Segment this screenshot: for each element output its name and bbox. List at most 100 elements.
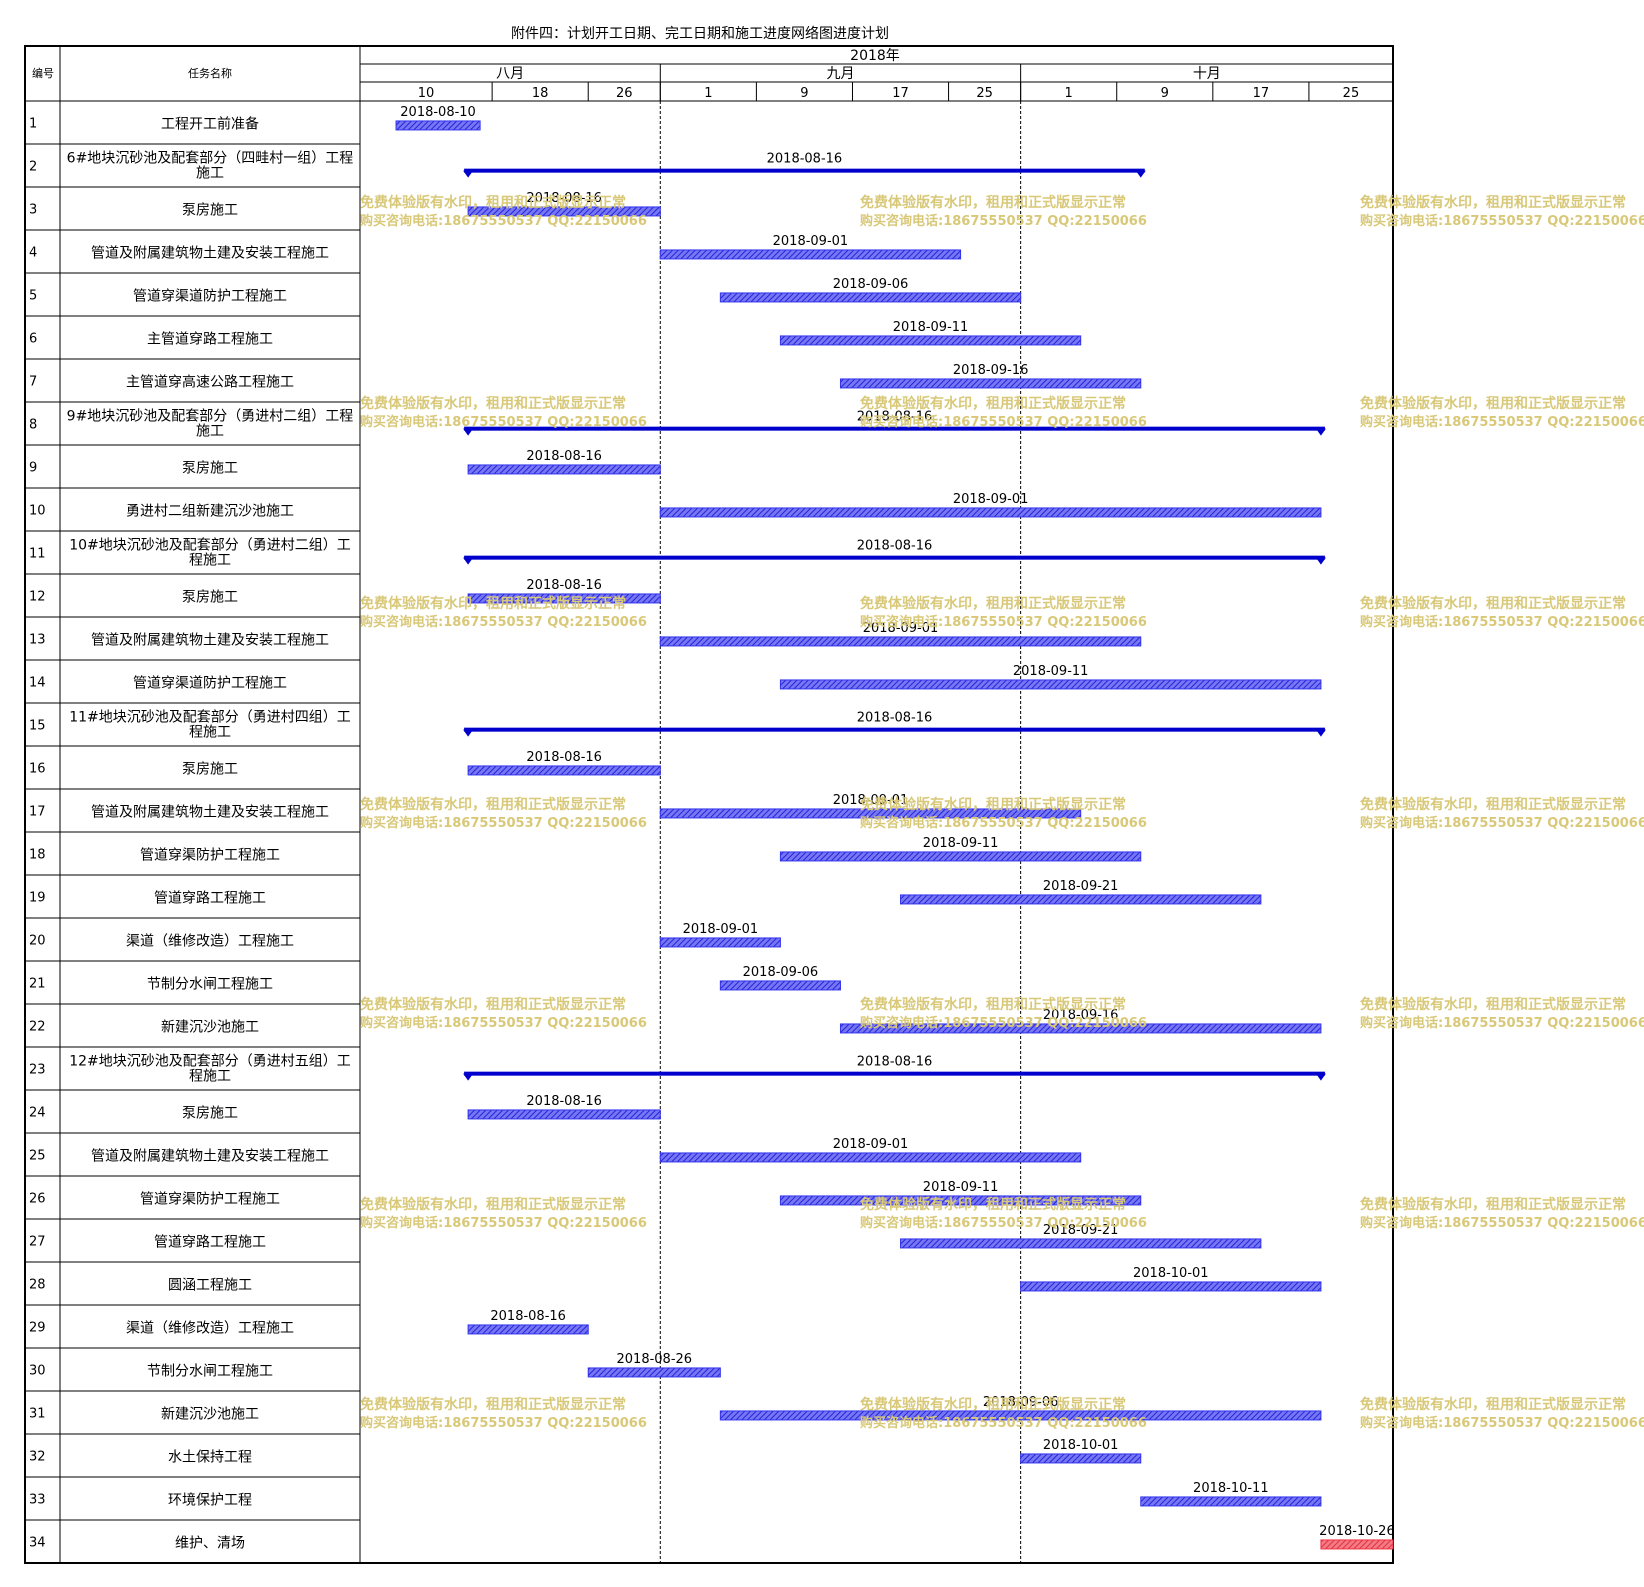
watermark-line: 购买咨询电话:18675550537 QQ:22150066 bbox=[1360, 1415, 1644, 1431]
task-name: 管道穿渠防护工程施工 bbox=[140, 1192, 280, 1208]
task-bar bbox=[467, 1324, 589, 1335]
task-name: 管道及附属建筑物土建及安装工程施工 bbox=[91, 1149, 329, 1165]
table-border bbox=[24, 45, 1394, 1564]
task-name: 管道穿渠道防护工程施工 bbox=[133, 676, 287, 692]
task-id: 11 bbox=[29, 547, 46, 562]
summary-bar-cap bbox=[1135, 170, 1146, 178]
watermark-line: 购买咨询电话:18675550537 QQ:22150066 bbox=[860, 1215, 1147, 1231]
task-id: 3 bbox=[29, 203, 37, 218]
watermark-line: 购买咨询电话:18675550537 QQ:22150066 bbox=[360, 1415, 647, 1431]
watermark-line: 购买咨询电话:18675550537 QQ:22150066 bbox=[860, 1415, 1147, 1431]
day-tick-label: 1 bbox=[1065, 86, 1073, 101]
task-id: 2 bbox=[29, 160, 37, 175]
task-name: 管道及附属建筑物土建及安装工程施工 bbox=[91, 633, 329, 649]
day-tick-label: 17 bbox=[1253, 86, 1270, 101]
task-bar bbox=[659, 249, 962, 260]
task-id: 18 bbox=[29, 848, 46, 863]
summary-bar-cap bbox=[463, 428, 474, 436]
task-name: 勇进村二组新建沉沙池施工 bbox=[126, 504, 294, 520]
bar-start-label: 2018-09-21 bbox=[1043, 1223, 1119, 1238]
bar-start-label: 2018-09-01 bbox=[953, 492, 1029, 507]
task-name: 维护、清场 bbox=[175, 1536, 245, 1552]
bar-start-label: 2018-08-16 bbox=[857, 410, 933, 425]
watermark-line: 购买咨询电话:18675550537 QQ:22150066 bbox=[360, 414, 647, 430]
bar-start-label: 2018-09-11 bbox=[893, 320, 969, 335]
task-name: 节制分水闸工程施工 bbox=[147, 977, 273, 993]
column-header-name: 任务名称 bbox=[188, 66, 232, 80]
watermark-line: 购买咨询电话:18675550537 QQ:22150066 bbox=[1360, 1215, 1644, 1231]
bar-start-label: 2018-09-06 bbox=[833, 277, 909, 292]
summary-bar bbox=[464, 426, 1325, 431]
task-id: 15 bbox=[29, 719, 46, 734]
bar-start-label: 2018-08-16 bbox=[526, 1094, 602, 1109]
task-bar bbox=[779, 1195, 1142, 1206]
bar-start-label: 2018-08-10 bbox=[400, 105, 476, 120]
task-bar bbox=[900, 894, 1262, 905]
watermark-line: 购买咨询电话:18675550537 QQ:22150066 bbox=[860, 815, 1147, 831]
task-bar bbox=[659, 636, 1142, 647]
task-name: 施工 bbox=[196, 424, 224, 440]
bar-start-label: 2018-09-11 bbox=[923, 1180, 999, 1195]
bar-start-label: 2018-09-21 bbox=[1043, 879, 1119, 894]
task-bar bbox=[395, 120, 481, 131]
task-bar bbox=[1020, 1453, 1142, 1464]
task-name: 泵房施工 bbox=[182, 762, 238, 778]
task-id: 19 bbox=[29, 891, 46, 906]
watermark-line: 免费体验版有水印，租用和正式版显示正常 bbox=[360, 194, 626, 211]
bar-start-label: 2018-08-16 bbox=[526, 449, 602, 464]
task-bar bbox=[839, 378, 1142, 389]
watermark-line: 购买咨询电话:18675550537 QQ:22150066 bbox=[1360, 213, 1644, 229]
task-name: 新建沉沙池施工 bbox=[161, 1407, 259, 1423]
day-tick-row: 10 18 26 1 9 17 25 1 9 17 25 bbox=[418, 86, 1359, 101]
task-id: 34 bbox=[29, 1536, 46, 1551]
bar-start-label: 2018-09-16 bbox=[953, 363, 1029, 378]
month-label: 十月 bbox=[1193, 66, 1221, 82]
watermark-line: 免费体验版有水印，租用和正式版显示正常 bbox=[1360, 395, 1626, 412]
watermark-line: 免费体验版有水印，租用和正式版显示正常 bbox=[860, 996, 1126, 1013]
task-bar bbox=[839, 1023, 1322, 1034]
day-tick-label: 10 bbox=[418, 86, 435, 101]
watermark-line: 免费体验版有水印，租用和正式版显示正常 bbox=[360, 996, 626, 1013]
task-id: 22 bbox=[29, 1020, 46, 1035]
table-grid bbox=[24, 45, 1394, 1564]
task-id: 31 bbox=[29, 1407, 46, 1422]
task-name: 程施工 bbox=[189, 725, 231, 741]
task-name: 水土保持工程 bbox=[168, 1450, 252, 1466]
task-id: 10 bbox=[29, 504, 46, 519]
task-name: 程施工 bbox=[189, 1069, 231, 1085]
page-title: 附件四：计划开工日期、完工日期和施工进度网络图进度计划 bbox=[511, 26, 889, 42]
bar-start-label: 2018-08-16 bbox=[857, 539, 933, 554]
task-bar bbox=[1320, 1539, 1394, 1550]
task-bar bbox=[659, 937, 781, 948]
bar-start-label: 2018-09-01 bbox=[773, 234, 849, 249]
watermark-line: 免费体验版有水印，租用和正式版显示正常 bbox=[860, 194, 1126, 211]
watermark-line: 购买咨询电话:18675550537 QQ:22150066 bbox=[360, 213, 647, 229]
task-name: 管道穿渠道防护工程施工 bbox=[133, 289, 287, 305]
task-name: 主管道穿路工程施工 bbox=[147, 332, 273, 348]
month-label: 八月 bbox=[496, 66, 524, 82]
bar-start-label: 2018-10-01 bbox=[1043, 1438, 1119, 1453]
task-id: 30 bbox=[29, 1364, 46, 1379]
task-id: 23 bbox=[29, 1063, 46, 1078]
bar-start-label: 2018-09-06 bbox=[983, 1395, 1059, 1410]
task-name: 管道穿路工程施工 bbox=[154, 891, 266, 907]
task-id: 29 bbox=[29, 1321, 46, 1336]
task-bar bbox=[719, 980, 841, 991]
watermark-line: 免费体验版有水印，租用和正式版显示正常 bbox=[360, 595, 626, 612]
task-id: 24 bbox=[29, 1106, 46, 1121]
task-id: 32 bbox=[29, 1450, 46, 1465]
task-id: 12 bbox=[29, 590, 46, 605]
task-id: 14 bbox=[29, 676, 46, 691]
task-bar bbox=[900, 1238, 1262, 1249]
task-bar bbox=[659, 808, 1082, 819]
bar-start-label: 2018-08-16 bbox=[857, 1055, 933, 1070]
bar-start-label: 2018-08-16 bbox=[767, 152, 843, 167]
bar-start-label: 2018-09-01 bbox=[833, 793, 909, 808]
bar-start-label: 2018-09-11 bbox=[923, 836, 999, 851]
task-name: 泵房施工 bbox=[182, 203, 238, 219]
summary-bar-cap bbox=[1315, 557, 1326, 565]
task-bar bbox=[1020, 1281, 1322, 1292]
task-name: 10#地块沉砂池及配套部分（勇进村二组）工 bbox=[69, 538, 351, 554]
watermark-line: 购买咨询电话:18675550537 QQ:22150066 bbox=[1360, 815, 1644, 831]
